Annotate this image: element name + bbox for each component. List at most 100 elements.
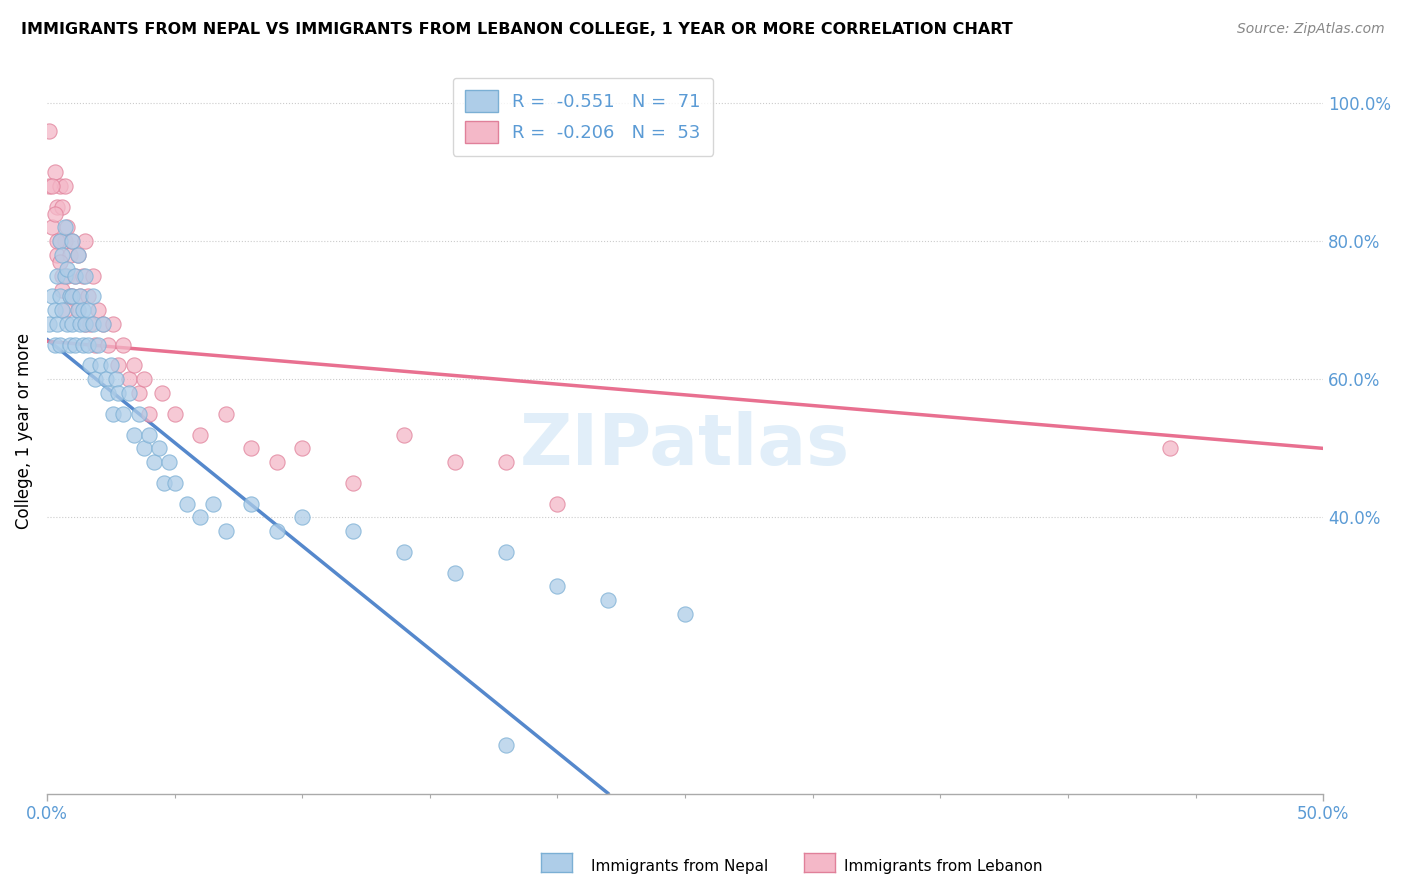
Text: ZIPatlas: ZIPatlas xyxy=(520,411,851,480)
Point xyxy=(84,372,107,386)
Text: Source: ZipAtlas.com: Source: ZipAtlas.com xyxy=(1237,22,1385,37)
Point xyxy=(72,338,94,352)
Point xyxy=(122,427,145,442)
Point xyxy=(163,407,186,421)
Point xyxy=(66,248,89,262)
Text: Immigrants from Lebanon: Immigrants from Lebanon xyxy=(844,859,1042,874)
Point xyxy=(63,268,86,283)
Y-axis label: College, 1 year or more: College, 1 year or more xyxy=(15,333,32,529)
Point xyxy=(62,234,84,248)
Point xyxy=(89,359,111,373)
Point xyxy=(62,289,84,303)
Point xyxy=(150,386,173,401)
Point xyxy=(48,255,70,269)
Point xyxy=(75,268,97,283)
Text: Immigrants from Nepal: Immigrants from Nepal xyxy=(591,859,768,874)
Point xyxy=(44,165,66,179)
Point xyxy=(72,268,94,283)
Point xyxy=(266,524,288,539)
Point xyxy=(72,303,94,318)
Point xyxy=(66,248,89,262)
Point xyxy=(128,386,150,401)
Point xyxy=(79,359,101,373)
Point xyxy=(143,455,166,469)
Point xyxy=(79,317,101,331)
Point xyxy=(48,289,70,303)
Point xyxy=(103,317,125,331)
Point xyxy=(122,359,145,373)
Point xyxy=(76,289,98,303)
Point xyxy=(53,178,76,193)
Point xyxy=(266,455,288,469)
Point xyxy=(91,317,114,331)
Point xyxy=(62,289,84,303)
Point xyxy=(44,206,66,220)
Point xyxy=(51,268,73,283)
Point xyxy=(48,234,70,248)
Point xyxy=(69,317,91,331)
Point xyxy=(201,497,224,511)
Point xyxy=(163,475,186,490)
Point xyxy=(44,303,66,318)
Point xyxy=(82,289,104,303)
Point xyxy=(75,317,97,331)
Point xyxy=(46,268,69,283)
Point xyxy=(495,455,517,469)
Point xyxy=(495,545,517,559)
Point xyxy=(546,497,568,511)
Point xyxy=(94,372,117,386)
Point xyxy=(84,338,107,352)
Point xyxy=(291,442,314,456)
Point xyxy=(41,178,63,193)
Point xyxy=(59,289,82,303)
Point xyxy=(148,442,170,456)
Point xyxy=(495,739,517,753)
Point xyxy=(188,427,211,442)
Point xyxy=(444,566,467,580)
Point xyxy=(117,372,139,386)
Point xyxy=(63,338,86,352)
Point xyxy=(240,497,263,511)
Point xyxy=(63,268,86,283)
Point xyxy=(103,407,125,421)
Point xyxy=(76,303,98,318)
Point xyxy=(291,510,314,524)
Point xyxy=(56,261,79,276)
Point xyxy=(59,248,82,262)
Point xyxy=(214,524,236,539)
Point xyxy=(62,317,84,331)
Point xyxy=(176,497,198,511)
Text: IMMIGRANTS FROM NEPAL VS IMMIGRANTS FROM LEBANON COLLEGE, 1 YEAR OR MORE CORRELA: IMMIGRANTS FROM NEPAL VS IMMIGRANTS FROM… xyxy=(21,22,1012,37)
Point xyxy=(1159,442,1181,456)
Point xyxy=(598,593,620,607)
Point xyxy=(53,268,76,283)
Point xyxy=(59,289,82,303)
Point xyxy=(53,234,76,248)
Point xyxy=(51,248,73,262)
Point xyxy=(107,359,129,373)
Point xyxy=(97,338,120,352)
Point xyxy=(38,317,60,331)
Point xyxy=(53,220,76,235)
Point xyxy=(214,407,236,421)
Point xyxy=(97,386,120,401)
Point xyxy=(1362,427,1385,442)
Point xyxy=(62,234,84,248)
Point xyxy=(48,234,70,248)
Point xyxy=(104,372,127,386)
Point xyxy=(100,359,122,373)
Point xyxy=(69,289,91,303)
Point xyxy=(91,317,114,331)
Point xyxy=(48,178,70,193)
Point xyxy=(546,579,568,593)
Point xyxy=(46,317,69,331)
Point xyxy=(112,338,135,352)
Point xyxy=(673,607,696,621)
Point xyxy=(56,220,79,235)
Point xyxy=(107,386,129,401)
Point xyxy=(56,268,79,283)
Point xyxy=(48,338,70,352)
Point xyxy=(69,289,91,303)
Point xyxy=(46,248,69,262)
Point xyxy=(132,372,155,386)
